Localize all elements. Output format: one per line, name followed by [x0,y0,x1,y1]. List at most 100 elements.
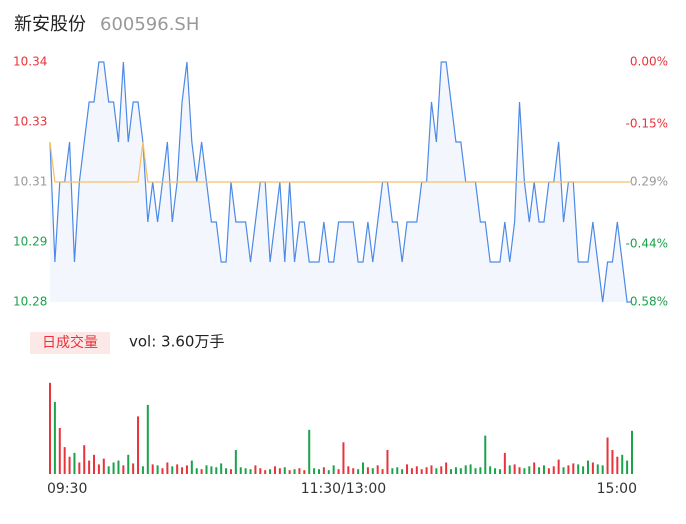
volume-bar [122,465,125,474]
y2-tick-label: -0.29% [626,175,668,189]
volume-bar [293,469,296,474]
volume-bar [567,465,570,474]
volume-bar [141,466,144,474]
volume-bar [205,465,208,474]
volume-bar [215,467,218,474]
volume-bar [269,469,272,474]
volume-bar [474,468,477,474]
y-tick-label: 10.33 [13,115,47,129]
volume-bar [132,463,135,474]
volume-bar [601,465,604,474]
volume-bar [156,465,159,474]
volume-bar [381,469,384,474]
volume-bar [376,465,379,474]
volume-bar [454,467,457,474]
volume-bar [322,467,325,474]
y-tick-label: 10.31 [13,175,47,189]
volume-bar [342,442,345,474]
volume-bar [107,466,110,474]
volume-bar [78,462,81,474]
volume-bar [68,456,71,474]
volume-bar [489,466,492,474]
volume-total: vol: 3.60万手 [129,333,224,351]
volume-bar [616,456,619,474]
volume-bar [185,465,188,474]
volume-bar [362,462,365,474]
volume-bar [415,466,418,474]
volume-bar [366,467,369,474]
volume-bar [112,462,115,474]
y-tick-label: 10.28 [13,295,47,309]
volume-bar [190,460,193,474]
volume-bar [303,470,306,474]
volume-bar [631,430,633,474]
average-line [49,141,632,183]
volume-bar [557,459,560,474]
volume-bar [161,468,164,474]
y-tick-label: 10.29 [13,235,47,249]
volume-bar [117,460,120,474]
volume-bar [210,466,213,474]
volume-bar [430,465,433,474]
volume-bar [440,466,443,474]
volume-bar [73,452,76,474]
volume-bar [450,469,453,474]
volume-bar [498,469,501,474]
volume-bar [533,462,536,474]
volume-label-box [30,332,110,354]
volume-bar [406,464,409,474]
x-tick-label: 15:00 [597,481,637,497]
volume-bar [572,463,575,474]
volume-bar [195,468,198,474]
volume-bar [176,464,179,474]
volume-bar [611,450,614,474]
volume-bar [459,468,462,474]
price-area [50,62,632,302]
volume-bar [562,467,565,474]
x-tick-label: 11:30/13:00 [301,481,386,497]
volume-bar [83,445,86,474]
volume-label: 日成交量 [42,334,98,351]
volume-bar [220,463,223,474]
volume-bar [53,402,56,474]
volume-bar [225,468,228,474]
y2-tick-label: -0.44% [626,237,668,251]
volume-bar [181,467,184,474]
x-tick-label: 09:30 [47,481,87,497]
volume-bar [298,468,301,474]
volume-bar [538,467,541,474]
volume-bar [102,458,105,474]
volume-bar [308,429,311,474]
volume-bar [484,435,487,474]
volume-bar [547,468,550,474]
volume-bar [244,468,247,474]
volume-bar [58,427,61,474]
volume-bar [347,466,350,474]
volume-bar [386,450,389,474]
volume-bar [606,437,609,474]
volume-bar [371,468,374,474]
volume-bar [171,466,174,474]
volume-bar [479,467,482,474]
volume-bar [259,468,262,474]
volume-bar [49,382,51,474]
volume-bar [445,462,448,474]
volume-bar [401,469,404,474]
volume-bar [234,450,237,474]
volume-bar [596,464,599,474]
volume-bar [469,464,472,474]
volume-bar [542,465,545,474]
volume-bar [264,470,267,474]
stock-name: 新安股份 [14,14,86,35]
volume-bar [137,416,140,474]
volume-bar [313,468,316,474]
volume-bar [626,460,629,474]
volume-bar [63,447,66,474]
volume-bar [513,464,516,474]
y-tick-label: 10.34 [13,55,47,69]
volume-bar [229,469,232,474]
volume-bar [352,468,355,474]
volume-bar [494,468,497,474]
volume-bar [288,470,291,474]
volume-bar [391,468,394,474]
